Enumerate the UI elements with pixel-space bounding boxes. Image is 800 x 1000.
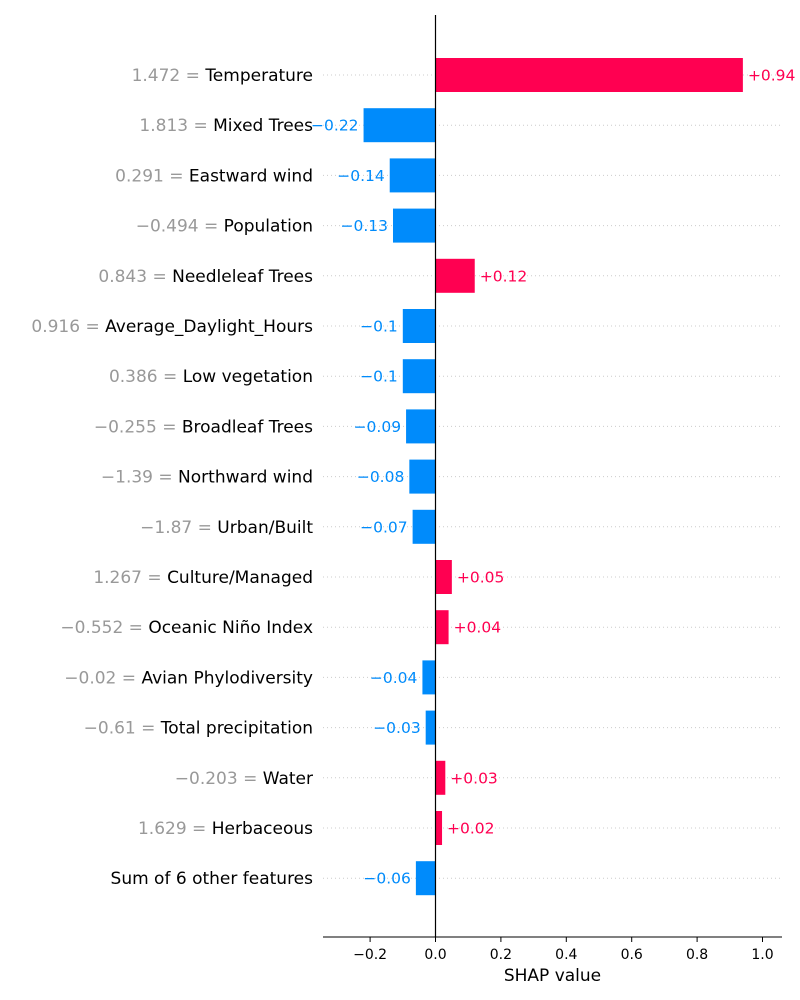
bar-value-label: −0.03 xyxy=(373,719,421,737)
bar-value-label: +0.02 xyxy=(447,820,495,838)
feature-value: 0.291 = xyxy=(115,166,189,186)
x-tick-label: −0.2 xyxy=(353,947,387,963)
shap-bar xyxy=(415,861,436,896)
feature-name: Total precipitation xyxy=(160,719,313,739)
bar-value-label: −0.04 xyxy=(370,669,418,687)
feature-value: −0.02 = xyxy=(64,668,141,688)
feature-value: 0.916 = xyxy=(31,317,105,337)
shap-bar xyxy=(363,108,436,143)
shap-bar xyxy=(435,811,443,845)
feature-label: −0.02 = Avian Phylodiversity xyxy=(64,668,313,688)
feature-name: Avian Phylodiversity xyxy=(141,668,313,688)
feature-name: Oceanic Niño Index xyxy=(148,618,313,638)
feature-value: 1.267 = xyxy=(93,568,167,588)
x-tick-label: 0.2 xyxy=(490,947,512,963)
shap-bar xyxy=(412,509,436,544)
feature-label: 0.386 = Low vegetation xyxy=(109,367,313,387)
feature-name: Herbaceous xyxy=(212,819,313,839)
feature-name: Needleleaf Trees xyxy=(172,267,313,287)
feature-value: −0.494 = xyxy=(136,217,224,237)
feature-name: Urban/Built xyxy=(217,518,313,538)
bar-value-label: +0.04 xyxy=(454,619,502,637)
feature-label: 0.291 = Eastward wind xyxy=(115,166,313,186)
bars xyxy=(363,58,743,896)
shap-bar xyxy=(435,560,452,594)
feature-value: 1.472 = xyxy=(132,66,206,86)
shap-bar xyxy=(392,208,436,243)
feature-value: −0.61 = xyxy=(84,719,161,739)
feature-name: Temperature xyxy=(204,66,313,86)
feature-value: −1.39 = xyxy=(101,468,178,488)
x-tick-label: 0.4 xyxy=(555,947,577,963)
shap-bar xyxy=(402,359,436,394)
feature-name: Population xyxy=(224,217,313,237)
shap-bar xyxy=(425,710,436,745)
feature-label: −1.39 = Northward wind xyxy=(101,468,313,488)
x-tick-label: 1.0 xyxy=(751,947,773,963)
feature-name: Low vegetation xyxy=(183,367,313,387)
bar-value-label: −0.1 xyxy=(360,368,398,386)
x-tick-label: 0.0 xyxy=(424,947,446,963)
shap-bar xyxy=(402,309,436,343)
feature-name: Mixed Trees xyxy=(213,116,313,136)
feature-value: −0.552 = xyxy=(60,618,148,638)
feature-label: 0.843 = Needleleaf Trees xyxy=(98,267,313,287)
feature-label: 1.267 = Culture/Managed xyxy=(93,568,313,588)
feature-value: 1.813 = xyxy=(139,116,213,136)
feature-name: Average_Daylight_Hours xyxy=(105,317,313,337)
x-axis: −0.2 0.0 0.2 0.4 0.6 0.8 1.0 xyxy=(323,936,782,963)
bar-value-label: −0.13 xyxy=(340,217,388,235)
shap-bar xyxy=(406,409,436,444)
feature-label: Sum of 6 other features xyxy=(111,869,314,889)
feature-name: Eastward wind xyxy=(189,166,313,186)
feature-value: −1.87 = xyxy=(140,518,217,538)
shap-bar xyxy=(389,158,436,193)
bar-value-label: −0.22 xyxy=(311,117,359,135)
feature-label: 1.813 = Mixed Trees xyxy=(139,116,313,136)
bar-value-label: −0.09 xyxy=(354,418,402,436)
shap-bar xyxy=(435,58,743,92)
feature-label: 0.916 = Average_Daylight_Hours xyxy=(31,317,313,337)
x-tick-label: 0.8 xyxy=(686,947,708,963)
feature-label: −0.552 = Oceanic Niño Index xyxy=(60,618,313,638)
shap-bar xyxy=(435,610,449,645)
bar-value-label: −0.14 xyxy=(337,167,385,185)
bar-value-label: −0.06 xyxy=(363,870,411,888)
shap-bar xyxy=(422,660,436,695)
shap-bar xyxy=(409,459,436,494)
shap-bar xyxy=(435,760,446,795)
feature-label: −1.87 = Urban/Built xyxy=(140,518,313,538)
feature-name: Culture/Managed xyxy=(167,568,313,588)
feature-label: 1.629 = Herbaceous xyxy=(138,819,313,839)
bar-value-label: +0.03 xyxy=(450,769,498,787)
feature-name: Northward wind xyxy=(178,468,313,488)
feature-name: Broadleaf Trees xyxy=(182,417,313,437)
bar-value-label: −0.08 xyxy=(357,468,405,486)
x-tick-label: 0.6 xyxy=(621,947,643,963)
feature-value: −0.203 = xyxy=(175,769,263,789)
shap-bar xyxy=(435,258,475,293)
feature-label: −0.255 = Broadleaf Trees xyxy=(94,417,313,437)
feature-label: −0.61 = Total precipitation xyxy=(84,719,313,739)
feature-label: 1.472 = Temperature xyxy=(132,66,313,86)
feature-value: 0.386 = xyxy=(109,367,183,387)
bar-value-label: −0.1 xyxy=(360,318,398,336)
x-axis-title: SHAP value xyxy=(504,966,601,986)
feature-name: Sum of 6 other features xyxy=(111,869,314,889)
feature-value: −0.255 = xyxy=(94,417,182,437)
bar-value-label: +0.05 xyxy=(457,569,505,587)
bar-value-label: +0.12 xyxy=(480,267,528,285)
feature-value: 0.843 = xyxy=(98,267,172,287)
feature-labels: +0.941.472 = Temperature−0.221.813 = Mix… xyxy=(31,66,795,889)
feature-label: −0.494 = Population xyxy=(136,217,313,237)
bar-value-label: −0.07 xyxy=(360,518,408,536)
feature-label: −0.203 = Water xyxy=(175,769,313,789)
feature-name: Water xyxy=(263,769,313,789)
bar-value-label: +0.94 xyxy=(748,67,796,85)
feature-value: 1.629 = xyxy=(138,819,212,839)
